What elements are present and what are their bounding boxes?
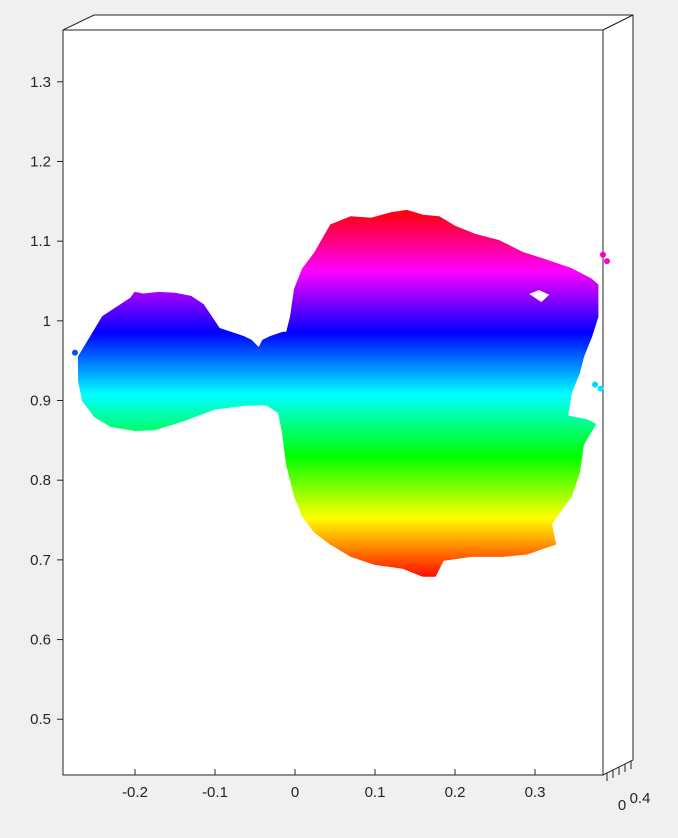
x-tick-label: 0: [291, 784, 299, 801]
point-cloud-shape-0: [78, 209, 599, 577]
y-tick-label: 0.5: [30, 711, 51, 728]
axes-top-face: [62, 14, 634, 31]
y-axis: 0.5 0.6 0.7 0.8 0.9 1 1.1 1.2 1.3: [30, 74, 63, 728]
x-axis: -0.2 -0.1 0 0.1 0.2 0.3: [122, 769, 545, 801]
x-tick-label: -0.1: [202, 784, 228, 801]
y-tick-label: 0.6: [30, 632, 51, 649]
stray-point-3: [597, 385, 604, 392]
x-tick-label: 0.2: [445, 784, 466, 801]
y-tick-label: 0.7: [30, 552, 51, 569]
stray-point-4: [72, 349, 78, 356]
y-tick-label: 1.2: [30, 153, 51, 170]
stray-point-0: [600, 251, 606, 258]
z-axis: 0 0.4: [606, 761, 651, 814]
axes-side-face: [602, 14, 634, 776]
y-tick-label: 1.1: [30, 233, 51, 250]
y-tick-label: 0.8: [30, 472, 51, 489]
z-tick-label: 0: [618, 797, 626, 814]
x-tick-label: -0.2: [122, 784, 148, 801]
y-tick-label: 0.9: [30, 393, 51, 410]
y-tick-label: 1.3: [30, 74, 51, 91]
y-tick-label: 1: [43, 313, 51, 330]
z-tick-label: 0.4: [630, 790, 651, 807]
x-tick-label: 0.3: [525, 784, 546, 801]
x-tick-label: 0.1: [365, 784, 386, 801]
point-cloud: [72, 209, 610, 577]
stray-point-2: [592, 381, 598, 388]
stray-point-1: [604, 258, 610, 265]
